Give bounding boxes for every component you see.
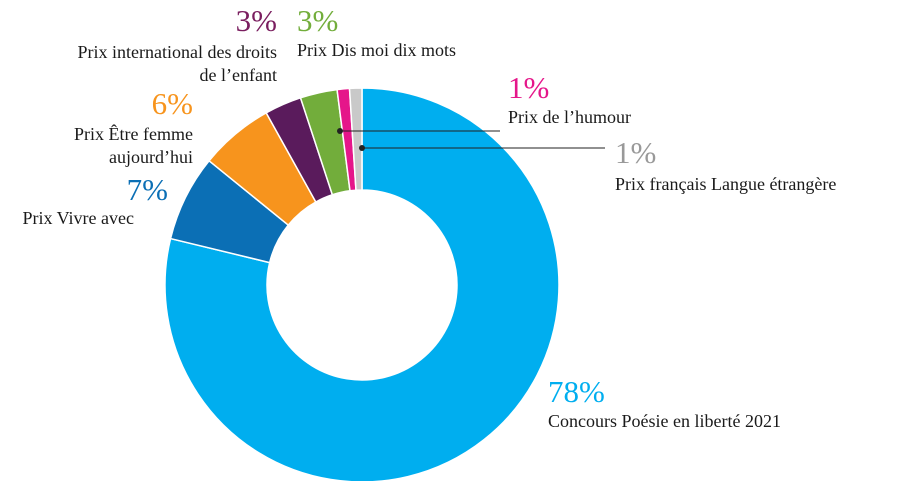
value-label: 78% (548, 374, 605, 409)
category-label: aujourd’hui (109, 147, 193, 167)
value-label: 6% (152, 86, 193, 121)
value-label: 3% (236, 3, 277, 38)
category-label: Prix Dis moi dix mots (297, 40, 456, 60)
leader-dot (337, 128, 343, 134)
category-label: Concours Poésie en liberté 2021 (548, 411, 781, 431)
category-label: Prix international des droits (78, 42, 277, 62)
leader-dot (359, 145, 365, 151)
donut-slice (348, 87, 363, 191)
category-label: Prix de l’humour (508, 107, 631, 127)
category-label: Prix français Langue étrangère (615, 174, 836, 194)
value-label: 3% (297, 3, 338, 38)
category-label: Prix Vivre avec (22, 208, 134, 228)
value-label: 7% (127, 172, 168, 207)
category-label: de l’enfant (200, 65, 277, 85)
category-label: Prix Être femme (74, 123, 193, 144)
donut-slice (164, 87, 560, 481)
value-label: 1% (615, 135, 656, 170)
value-label: 1% (508, 70, 549, 105)
